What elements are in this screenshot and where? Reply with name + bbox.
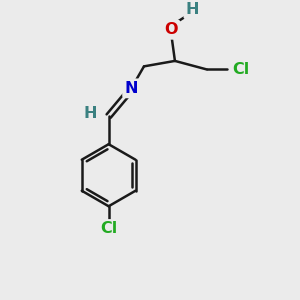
Text: H: H xyxy=(84,106,97,121)
Text: N: N xyxy=(124,81,138,96)
Text: O: O xyxy=(165,22,178,37)
Text: Cl: Cl xyxy=(100,221,117,236)
Text: H: H xyxy=(186,2,200,17)
Text: Cl: Cl xyxy=(232,62,249,77)
